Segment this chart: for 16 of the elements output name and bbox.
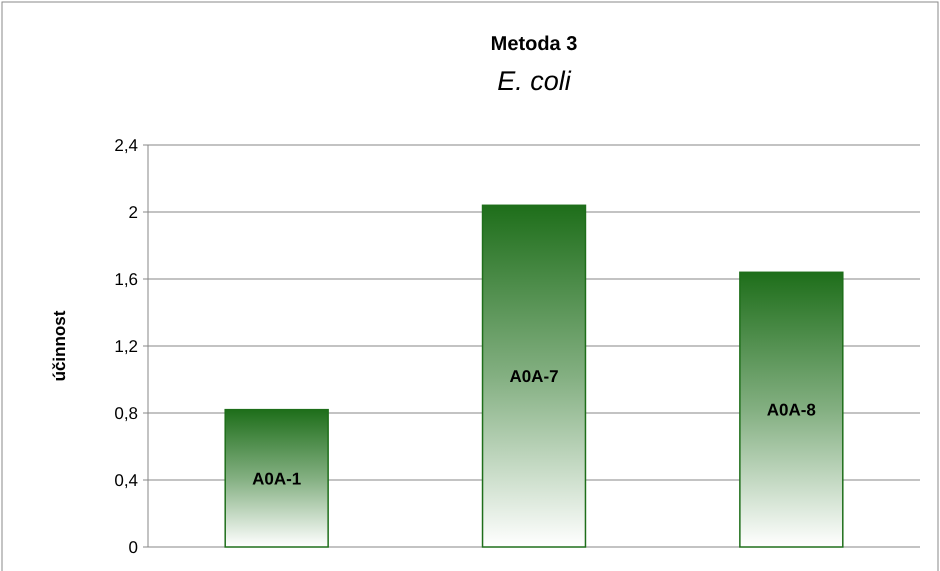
y-tick-label: 2,4 [114,136,138,155]
y-tick-label: 0,4 [114,470,138,490]
y-tick-label: 1,2 [114,336,138,356]
chart-title: Metoda 3 [490,33,578,55]
chart-subtitle: E. coli [497,66,572,96]
y-axis-title: účinnost [50,310,69,382]
x-tick-label: A0A-1 [252,469,302,488]
y-tick-label: 1,6 [114,270,138,289]
bar [482,204,586,548]
x-tick-label: A0A-7 [509,367,559,386]
y-tick-label: 0 [128,538,138,557]
bar [739,272,844,548]
y-tick-label: 0,8 [114,404,138,423]
x-tick-label: A0A-8 [766,400,816,420]
bar [224,408,329,548]
y-tick-label: 2 [128,202,138,222]
